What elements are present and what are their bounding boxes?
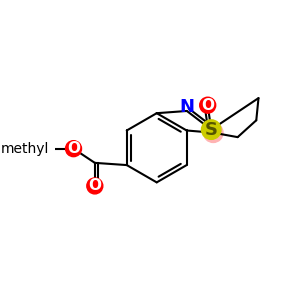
Circle shape: [65, 141, 82, 157]
Circle shape: [200, 97, 216, 113]
Text: O: O: [67, 141, 80, 156]
Circle shape: [203, 123, 223, 142]
Text: O: O: [201, 98, 214, 113]
Text: S: S: [205, 121, 218, 139]
Circle shape: [202, 120, 221, 140]
Text: N: N: [179, 98, 194, 116]
Text: methyl: methyl: [0, 142, 49, 156]
Text: O: O: [88, 178, 101, 194]
Circle shape: [87, 178, 103, 194]
